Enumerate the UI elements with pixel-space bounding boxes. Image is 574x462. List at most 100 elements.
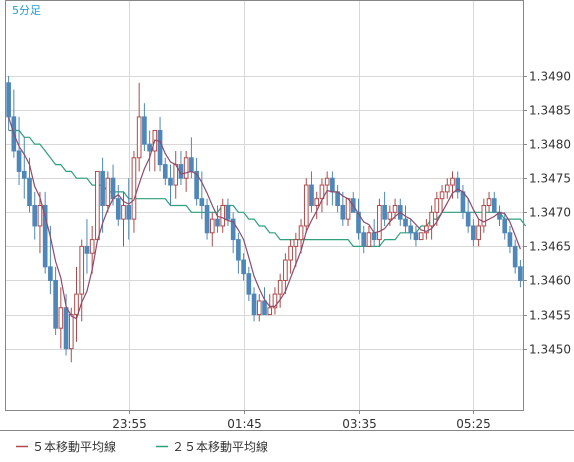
candle	[403, 205, 408, 233]
candle	[377, 198, 382, 247]
plot-frame	[5, 0, 524, 411]
candle-body-down	[84, 245, 90, 254]
candle	[283, 253, 288, 295]
candle	[455, 171, 461, 199]
ma5-line	[8, 116, 521, 320]
candle-body-down	[251, 293, 257, 316]
x-tick-label: 01:45	[227, 417, 262, 431]
candle-body-down	[330, 177, 335, 193]
candle	[162, 157, 168, 186]
candle-body-up	[392, 205, 398, 213]
candle-body-down	[16, 150, 22, 172]
candle-body-up	[272, 293, 278, 309]
legend-label: ５本移動平均線	[32, 439, 116, 454]
candle	[481, 198, 487, 233]
candle-body-up	[267, 307, 273, 316]
candle	[100, 157, 105, 233]
candle-body-up	[105, 177, 111, 207]
y-tick-label: 1.3480	[529, 138, 571, 152]
candle	[131, 150, 137, 233]
y-axis: 1.3490 1.3485 1.3480 1.3475 1.3470 1.3465 1.34…	[523, 70, 571, 357]
candle-body-up	[429, 211, 434, 227]
candle	[11, 89, 17, 158]
candle	[21, 137, 27, 199]
candle-body-down	[126, 205, 132, 220]
candle	[512, 239, 518, 274]
candle	[497, 205, 502, 226]
candle	[79, 239, 85, 322]
candle-body-up	[183, 157, 189, 179]
candle-body-up	[293, 239, 299, 247]
candle-body-down	[27, 177, 32, 207]
candle	[168, 164, 173, 206]
y-tick-label: 1.3470	[529, 206, 571, 220]
candle-body-down	[262, 300, 267, 316]
candle	[303, 178, 309, 233]
candle-body-up	[387, 211, 393, 220]
candle	[330, 171, 335, 206]
candle	[444, 178, 450, 199]
candle-body-up	[377, 205, 382, 241]
candle	[382, 191, 387, 226]
candle-body-down	[215, 218, 220, 227]
candle-body-up	[131, 157, 137, 220]
candle	[272, 287, 278, 315]
candle-body-down	[110, 177, 116, 200]
candle	[95, 170, 100, 241]
candle-body-down	[100, 170, 105, 207]
candle	[471, 219, 476, 247]
candle-body-down	[32, 205, 38, 227]
candle-body-down	[512, 245, 518, 268]
x-tick-label: 23:55	[112, 417, 147, 431]
y-tick-label: 1.3485	[529, 104, 571, 118]
candle-body-down	[361, 232, 367, 247]
candle-body-down	[230, 218, 236, 241]
candle	[246, 266, 252, 301]
candle-body-down	[335, 191, 340, 207]
candle	[89, 225, 95, 274]
candle-body-up	[277, 279, 283, 295]
candle	[267, 294, 273, 316]
candle	[68, 307, 74, 363]
legend: ５本移動平均線 ２５本移動平均線	[16, 439, 268, 454]
candle-body-up	[95, 170, 100, 241]
candle-body-down	[241, 259, 246, 275]
candle	[204, 198, 210, 240]
candle-body-down	[142, 116, 147, 145]
candle-body-down	[194, 170, 199, 200]
candle	[429, 205, 434, 240]
candle-body-down	[157, 130, 163, 166]
x-tick-label: 03:35	[342, 417, 377, 431]
candle	[225, 198, 231, 226]
candle-body-down	[236, 239, 241, 261]
candle	[42, 191, 48, 274]
candle	[319, 178, 325, 213]
candle	[58, 287, 64, 349]
candle	[74, 266, 79, 342]
candle	[173, 150, 179, 199]
candle	[298, 219, 304, 254]
candle	[335, 185, 340, 213]
candle	[183, 150, 189, 192]
candle-body-up	[74, 293, 79, 316]
legend-label: ２５本移動平均線	[172, 439, 268, 454]
y-tick-label: 1.3460	[529, 274, 571, 288]
candle-body-down	[199, 198, 205, 207]
candle-body-down	[460, 191, 466, 213]
x-tick-label: 05:25	[456, 417, 491, 431]
candle-body-up	[220, 205, 226, 227]
candle	[115, 185, 121, 226]
candle	[157, 116, 163, 172]
candle	[236, 232, 241, 274]
candle-body-down	[309, 184, 314, 207]
candle-body-down	[465, 211, 471, 227]
candle	[518, 260, 523, 288]
candle-body-down	[147, 143, 152, 152]
candle	[413, 225, 419, 247]
candle	[136, 82, 142, 172]
candle-body-up	[58, 307, 64, 329]
candle-body-up	[288, 245, 293, 261]
candle-body-up	[256, 300, 262, 316]
candle-body-up	[298, 225, 304, 241]
candle-body-up	[324, 177, 330, 186]
